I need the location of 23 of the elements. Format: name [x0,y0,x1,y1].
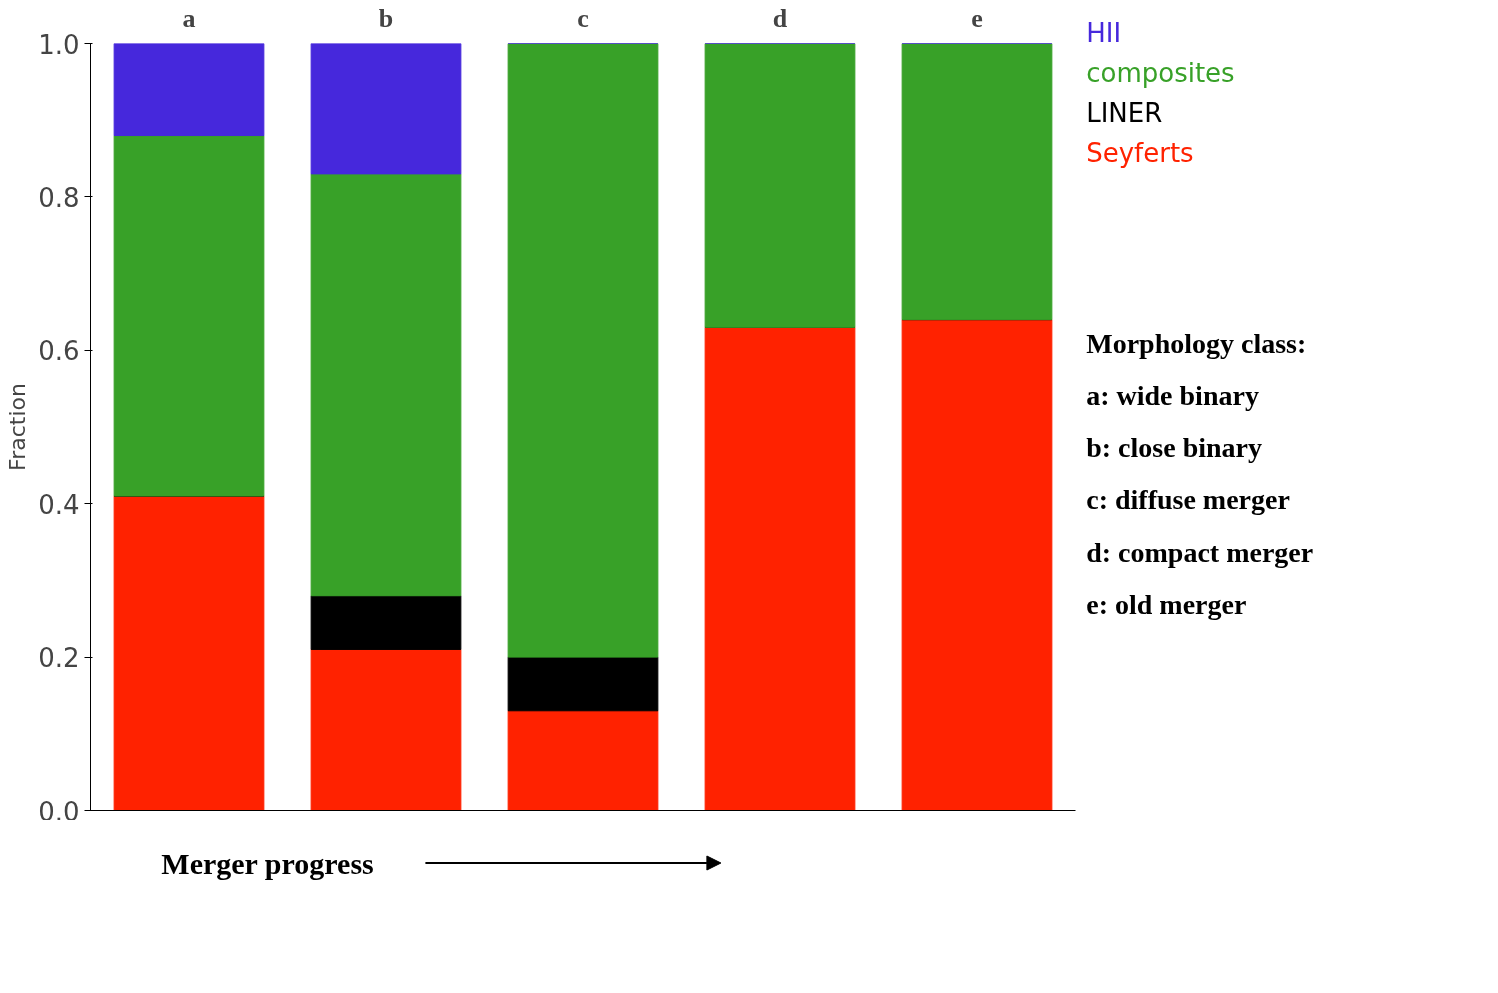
x-tick-label: d [772,3,788,33]
x-axis-title: Merger progress [161,846,374,880]
text: HII [1086,17,1122,48]
y-tick-label: 0.6 [38,336,80,367]
x-tick-label: a [182,3,196,33]
text: Seyferts [1086,138,1194,169]
text: Morphology class: [1086,327,1307,359]
y-tick-label: 1.0 [38,29,80,60]
x-tick-label: c [577,3,589,33]
text: a: wide binary [1086,379,1259,411]
y-tick-label: 0.4 [38,489,80,520]
x-tick-label: e [971,3,983,33]
y-tick-label: 0.0 [38,796,80,827]
text: d: compact merger [1086,536,1314,568]
y-tick-label: 0.8 [38,182,80,213]
text: c: diffuse merger [1086,484,1290,516]
text: LINER [1086,98,1163,129]
text: b: close binary [1086,432,1262,464]
text: e: old merger [1086,589,1247,621]
series-label: composites [1086,57,1235,88]
x-tick-label: b [378,3,394,33]
y-axis-title: Fraction [5,383,31,471]
y-tick-label: 0.2 [38,643,80,674]
